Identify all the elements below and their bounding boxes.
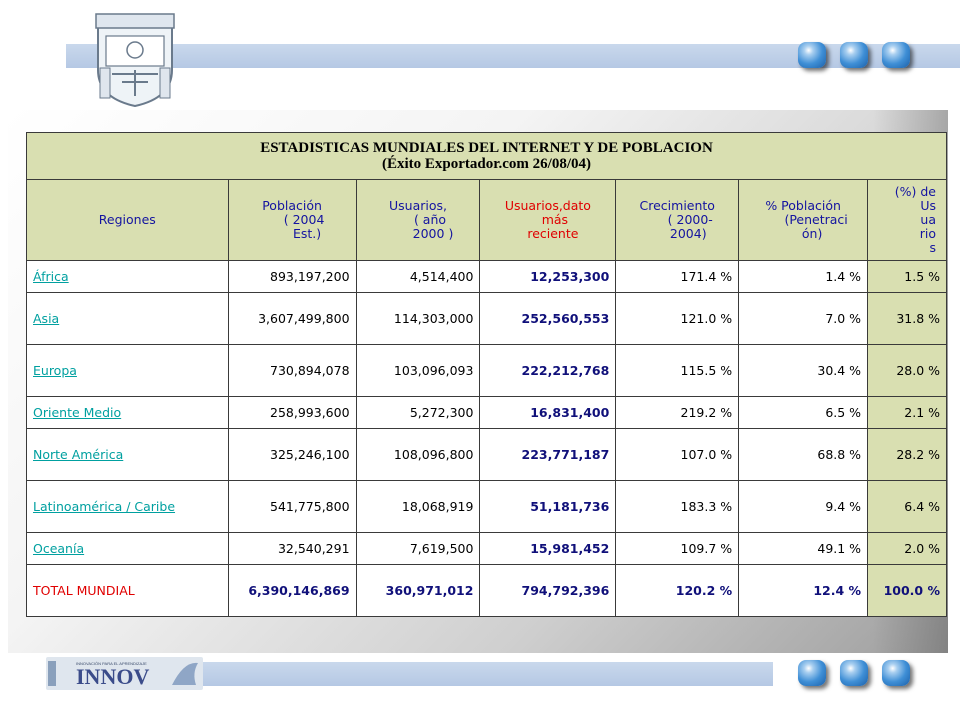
table-row: Oriente Medio 258,993,600 5,272,300 16,8… bbox=[26, 396, 947, 429]
region-link-africa[interactable]: África bbox=[33, 269, 69, 284]
region-link-europe[interactable]: Europa bbox=[33, 363, 77, 378]
blue-dot-icon bbox=[798, 42, 826, 68]
blue-dot-icon bbox=[882, 42, 910, 68]
region-link-middle-east[interactable]: Oriente Medio bbox=[33, 405, 122, 420]
header-penetration: % Población (Penetraci ón) bbox=[738, 179, 869, 261]
table-header-row: Regiones Población ( 2004 Est.) Usuarios… bbox=[26, 179, 947, 261]
table-title-row: ESTADISTICAS MUNDIALES DEL INTERNET Y DE… bbox=[26, 132, 947, 180]
header-users-recent: Usuarios,dato más reciente bbox=[479, 179, 617, 261]
header-users-2000: Usuarios, ( año 2000 ) bbox=[355, 179, 481, 261]
university-crest-icon bbox=[95, 13, 175, 108]
internet-statistics-table: ESTADISTICAS MUNDIALES DEL INTERNET Y DE… bbox=[26, 132, 947, 617]
innova-logo-icon: INNOVACIÓN PARA EL APRENDIZAJE INNOV bbox=[46, 657, 203, 690]
total-row: TOTAL MUNDIAL 6,390,146,869 360,971,012 … bbox=[26, 564, 947, 617]
table-row: Oceanía 32,540,291 7,619,500 15,981,452 … bbox=[26, 532, 947, 565]
table-row: Norte América 325,246,100 108,096,800 22… bbox=[26, 428, 947, 481]
table-row: África 893,197,200 4,514,400 12,253,300 … bbox=[26, 260, 947, 293]
blue-dot-icon bbox=[840, 660, 868, 686]
blue-dot-icon bbox=[798, 660, 826, 686]
bottom-decorative-band bbox=[201, 662, 773, 686]
region-link-latin-america[interactable]: Latinoamérica / Caribe bbox=[33, 499, 176, 514]
svg-text:INNOVACIÓN PARA EL APRENDIZAJE: INNOVACIÓN PARA EL APRENDIZAJE bbox=[76, 661, 147, 666]
blue-dot-icon bbox=[882, 660, 910, 686]
region-link-oceania[interactable]: Oceanía bbox=[33, 541, 85, 556]
svg-text:INNOV: INNOV bbox=[76, 664, 149, 689]
table-row: Latinoamérica / Caribe 541,775,800 18,06… bbox=[26, 480, 947, 533]
table-row: Asia 3,607,499,800 114,303,000 252,560,5… bbox=[26, 292, 947, 345]
header-growth: Crecimiento ( 2000- 2004) bbox=[615, 179, 740, 261]
table-title: ESTADISTICAS MUNDIALES DEL INTERNET Y DE… bbox=[26, 132, 947, 180]
top-decorative-dots bbox=[798, 42, 910, 68]
bottom-decorative-dots bbox=[798, 660, 910, 686]
header-user-share: (%) de Us ua rio s bbox=[867, 179, 947, 261]
region-link-north-america[interactable]: Norte América bbox=[33, 447, 124, 462]
table-row: Europa 730,894,078 103,096,093 222,212,7… bbox=[26, 344, 947, 397]
blue-dot-icon bbox=[840, 42, 868, 68]
header-population: Población ( 2004 Est.) bbox=[227, 179, 357, 261]
region-link-asia[interactable]: Asia bbox=[33, 311, 60, 326]
header-regions: Regiones bbox=[26, 179, 229, 261]
